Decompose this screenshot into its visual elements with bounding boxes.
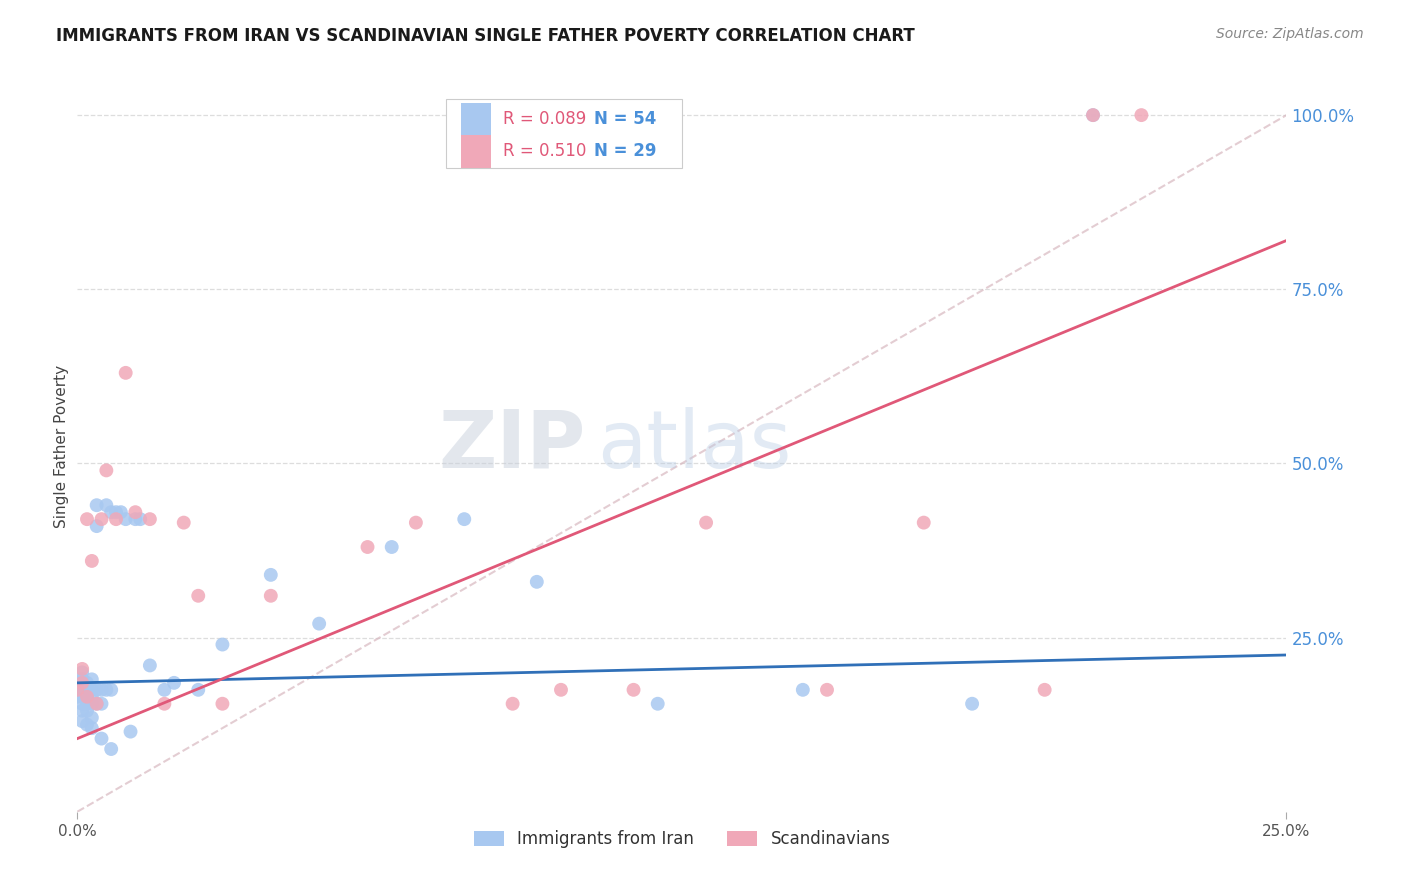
Point [96, 682, 118, 697]
Point [76, 512, 98, 526]
Point [260, 589, 283, 603]
Point [526, 574, 548, 589]
Point [502, 697, 524, 711]
Point [695, 516, 717, 530]
Point [623, 682, 645, 697]
Point [356, 540, 378, 554]
Point [80, 682, 103, 697]
Point [1033, 682, 1056, 697]
Text: R = 0.510: R = 0.510 [503, 142, 586, 161]
Point [381, 540, 404, 554]
Text: R = 0.089: R = 0.089 [503, 110, 586, 128]
Y-axis label: Single Father Poverty: Single Father Poverty [53, 365, 69, 527]
Point [110, 505, 132, 519]
Point [66, 690, 89, 704]
Point [80, 711, 103, 725]
Point [96, 463, 118, 477]
Point [308, 616, 330, 631]
Point [70, 714, 93, 728]
Legend: Immigrants from Iran, Scandinavians: Immigrants from Iran, Scandinavians [467, 823, 897, 855]
Point [86, 519, 108, 533]
Point [1081, 108, 1104, 122]
Point [124, 505, 146, 519]
Point [76, 690, 98, 704]
Point [129, 512, 152, 526]
Point [139, 512, 162, 526]
FancyBboxPatch shape [446, 99, 682, 168]
Point [163, 676, 186, 690]
Point [124, 512, 146, 526]
Point [76, 717, 98, 731]
Point [211, 638, 233, 652]
Point [66, 676, 89, 690]
Point [70, 690, 93, 704]
Point [1081, 108, 1104, 122]
Text: Source: ZipAtlas.com: Source: ZipAtlas.com [1216, 27, 1364, 41]
Point [90, 697, 112, 711]
Point [66, 682, 89, 697]
FancyBboxPatch shape [461, 103, 491, 136]
Point [153, 697, 176, 711]
Point [960, 697, 983, 711]
Point [86, 697, 108, 711]
Point [86, 498, 108, 512]
Point [80, 721, 103, 735]
Point [647, 697, 669, 711]
Point [453, 512, 475, 526]
Point [86, 697, 108, 711]
Point [114, 366, 136, 380]
Point [139, 658, 162, 673]
Point [66, 682, 89, 697]
Point [173, 516, 195, 530]
Point [76, 697, 98, 711]
Point [86, 682, 108, 697]
Point [76, 676, 98, 690]
Point [120, 724, 142, 739]
Point [114, 512, 136, 526]
Point [105, 512, 128, 526]
Point [80, 697, 103, 711]
Point [550, 682, 572, 697]
Point [76, 690, 98, 704]
Point [76, 682, 98, 697]
Point [70, 676, 93, 690]
Point [100, 742, 122, 756]
Text: IMMIGRANTS FROM IRAN VS SCANDINAVIAN SINGLE FATHER POVERTY CORRELATION CHART: IMMIGRANTS FROM IRAN VS SCANDINAVIAN SIN… [56, 27, 915, 45]
Point [70, 662, 93, 676]
Point [76, 704, 98, 718]
Text: ZIP: ZIP [437, 407, 585, 485]
Point [80, 554, 103, 568]
Point [70, 665, 93, 680]
Point [96, 498, 118, 512]
Point [260, 567, 283, 582]
Point [90, 682, 112, 697]
Point [792, 682, 814, 697]
Point [70, 682, 93, 697]
Text: atlas: atlas [598, 407, 792, 485]
Point [912, 516, 935, 530]
Point [153, 682, 176, 697]
Point [90, 731, 112, 746]
Point [90, 512, 112, 526]
Point [70, 704, 93, 718]
Point [211, 697, 233, 711]
Point [815, 682, 838, 697]
Point [100, 505, 122, 519]
Text: N = 54: N = 54 [593, 110, 657, 128]
Point [187, 682, 209, 697]
Point [70, 697, 93, 711]
Point [80, 673, 103, 687]
Point [70, 673, 93, 687]
Point [405, 516, 427, 530]
Point [105, 505, 128, 519]
Text: N = 29: N = 29 [593, 142, 657, 161]
Point [80, 690, 103, 704]
FancyBboxPatch shape [461, 135, 491, 168]
Point [100, 682, 122, 697]
Point [187, 589, 209, 603]
Point [1130, 108, 1153, 122]
